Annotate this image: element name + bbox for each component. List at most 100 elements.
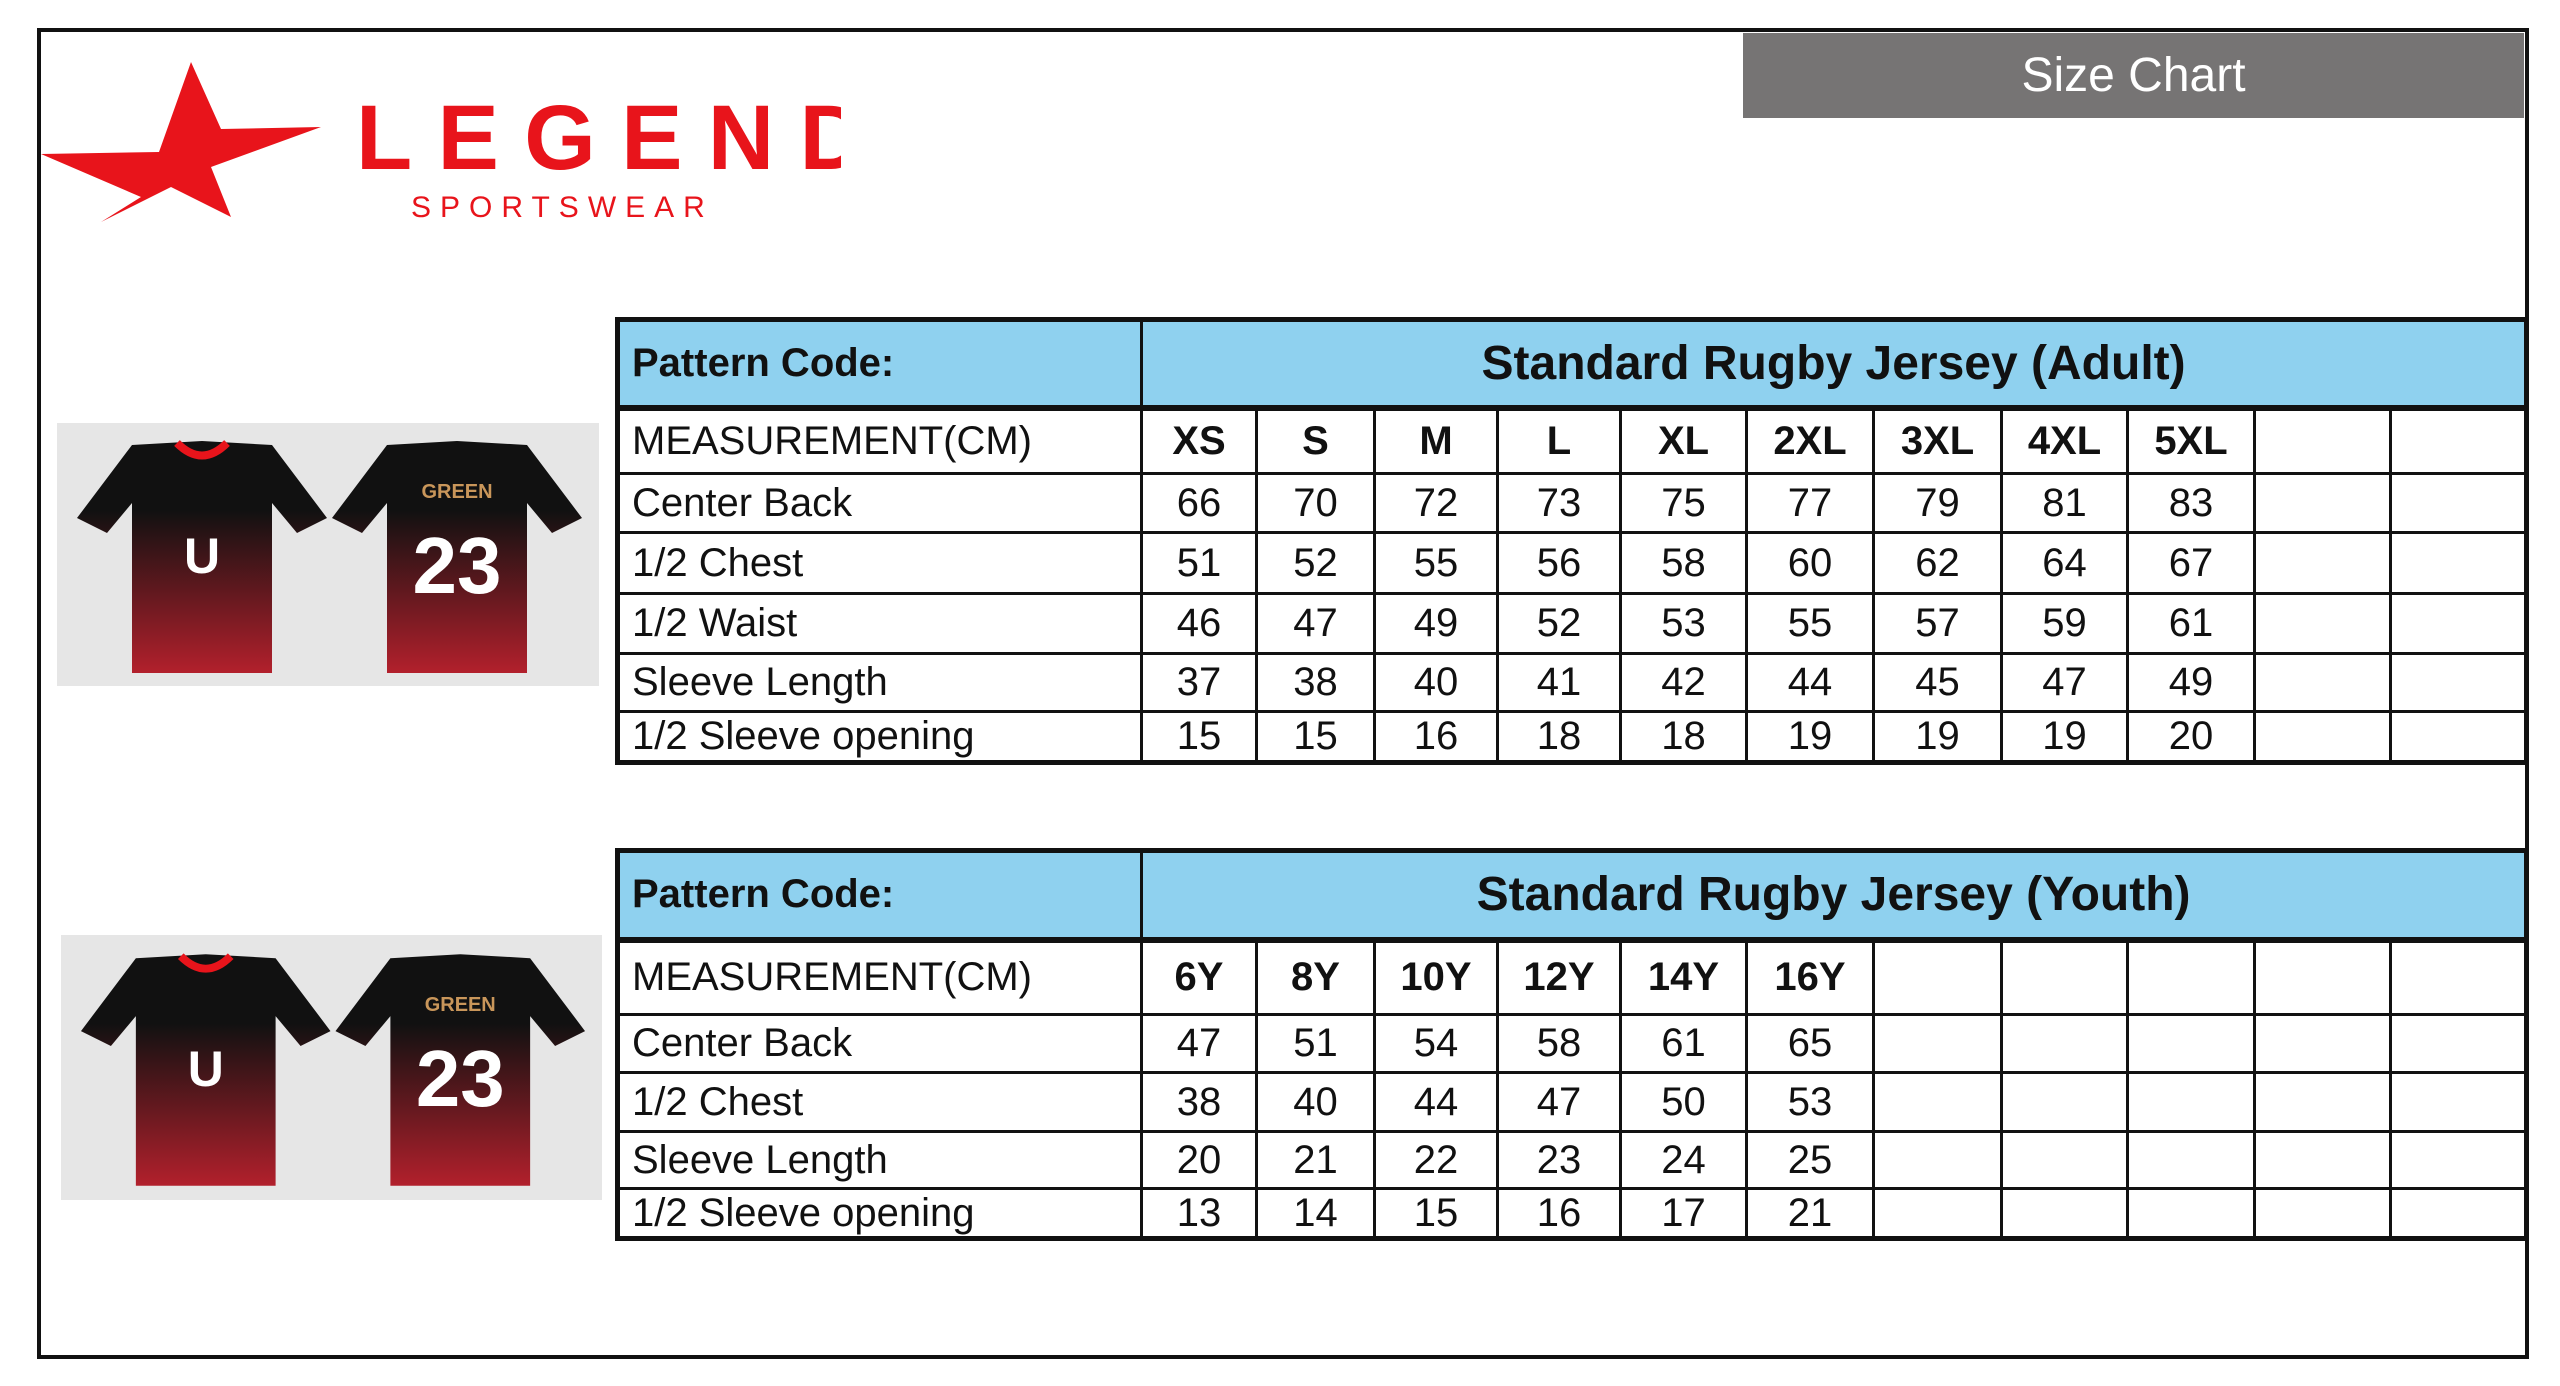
measurement-value: 60 xyxy=(1745,531,1875,595)
svg-text:GREEN: GREEN xyxy=(421,481,492,503)
measurement-value: 72 xyxy=(1373,472,1499,534)
table-header-row: Pattern Code: Standard Rugby Jersey (Adul… xyxy=(616,318,2529,411)
jersey-back: GREEN 23 xyxy=(332,441,582,673)
measurement-value xyxy=(2000,1130,2129,1190)
measurement-value: 19 xyxy=(2000,710,2129,764)
measurement-label: MEASUREMENT(CM) xyxy=(616,406,1143,475)
measurement-value: 38 xyxy=(1140,1071,1258,1133)
measurement-value xyxy=(2253,472,2392,534)
row-label: 1/2 Sleeve opening xyxy=(616,1187,1143,1240)
size-label: 10Y xyxy=(1373,938,1499,1016)
measurement-value xyxy=(2388,710,2529,764)
measurement-value: 44 xyxy=(1373,1071,1499,1133)
measurement-value: 14 xyxy=(1255,1187,1376,1240)
table-row: 1/2 Sleeve opening 15 15 16 18 18 19 19 19 20 xyxy=(616,710,2529,764)
measurement-value: 44 xyxy=(1745,652,1875,713)
measurement-value: 25 xyxy=(1745,1130,1875,1190)
measurement-value: 38 xyxy=(1255,652,1376,713)
logo-brand-text: LEGEND xyxy=(356,87,841,189)
size-label: 12Y xyxy=(1496,938,1622,1016)
measurement-value: 62 xyxy=(1872,531,2003,595)
size-label: 16Y xyxy=(1745,938,1875,1016)
table-row: 1/2 Chest 51 52 55 56 58 60 62 64 67 xyxy=(616,531,2529,595)
measurement-value: 61 xyxy=(2126,592,2256,655)
measurement-value xyxy=(2388,652,2529,713)
measurement-value: 49 xyxy=(2126,652,2256,713)
measurement-value xyxy=(2126,1013,2256,1074)
measurement-value: 18 xyxy=(1619,710,1748,764)
table-row: 1/2 Chest 38 40 44 47 50 53 xyxy=(616,1071,2529,1133)
row-label: Sleeve Length xyxy=(616,652,1143,713)
measurement-value: 52 xyxy=(1255,531,1376,595)
measurement-value: 47 xyxy=(1140,1013,1258,1074)
measurement-value: 66 xyxy=(1140,472,1258,534)
measurement-value: 83 xyxy=(2126,472,2256,534)
measurement-value: 65 xyxy=(1745,1013,1875,1074)
measurement-value xyxy=(2253,652,2392,713)
measurement-value: 55 xyxy=(1745,592,1875,655)
measurement-value: 47 xyxy=(1255,592,1376,655)
measurement-value: 37 xyxy=(1140,652,1258,713)
pattern-code-label: Pattern Code: xyxy=(616,318,1143,411)
size-label: L xyxy=(1496,406,1622,475)
size-chart-banner: Size Chart xyxy=(1743,33,2524,118)
measurement-value: 15 xyxy=(1373,1187,1499,1240)
measurement-value: 53 xyxy=(1619,592,1748,655)
row-label: Center Back xyxy=(616,472,1143,534)
size-label: 3XL xyxy=(1872,406,2003,475)
measurement-value xyxy=(1872,1071,2003,1133)
size-label: 5XL xyxy=(2126,406,2256,475)
adult-size-table: Pattern Code: Standard Rugby Jersey (Adul… xyxy=(615,317,2530,765)
measurement-value: 16 xyxy=(1496,1187,1622,1240)
size-header-row: MEASUREMENT(CM) 6Y 8Y 10Y 12Y 14Y 16Y xyxy=(616,938,2529,1016)
size-label: 6Y xyxy=(1140,938,1258,1016)
svg-text:U: U xyxy=(188,1041,224,1097)
size-label xyxy=(2253,406,2392,475)
measurement-value: 54 xyxy=(1373,1013,1499,1074)
table-row: Center Back 66 70 72 73 75 77 79 81 83 xyxy=(616,472,2529,534)
measurement-value: 21 xyxy=(1255,1130,1376,1190)
measurement-value xyxy=(2253,1130,2392,1190)
jersey-front: U xyxy=(77,440,327,673)
measurement-value xyxy=(2253,1013,2392,1074)
measurement-value xyxy=(2253,1071,2392,1133)
svg-text:GREEN: GREEN xyxy=(425,994,496,1016)
measurement-value: 49 xyxy=(1373,592,1499,655)
row-label: Sleeve Length xyxy=(616,1130,1143,1190)
measurement-value xyxy=(2000,1013,2129,1074)
measurement-value: 61 xyxy=(1619,1013,1748,1074)
measurement-value xyxy=(2253,531,2392,595)
measurement-value xyxy=(2253,592,2392,655)
size-label: S xyxy=(1255,406,1376,475)
measurement-value xyxy=(2388,1187,2529,1240)
measurement-value: 13 xyxy=(1140,1187,1258,1240)
table-row: 1/2 Sleeve opening 13 14 15 16 17 21 xyxy=(616,1187,2529,1240)
row-label: 1/2 Sleeve opening xyxy=(616,710,1143,764)
measurement-value xyxy=(2388,1013,2529,1074)
measurement-value: 16 xyxy=(1373,710,1499,764)
size-header-row: MEASUREMENT(CM) XS S M L XL 2XL 3XL 4XL 5XL xyxy=(616,406,2529,475)
measurement-value xyxy=(2253,710,2392,764)
measurement-value: 53 xyxy=(1745,1071,1875,1133)
measurement-value: 55 xyxy=(1373,531,1499,595)
size-label: XL xyxy=(1619,406,1748,475)
size-label xyxy=(2253,938,2392,1016)
row-label: 1/2 Chest xyxy=(616,1071,1143,1133)
measurement-value xyxy=(2388,1071,2529,1133)
measurement-value: 64 xyxy=(2000,531,2129,595)
measurement-value xyxy=(2000,1071,2129,1133)
measurement-value: 45 xyxy=(1872,652,2003,713)
measurement-value: 15 xyxy=(1140,710,1258,764)
measurement-value: 75 xyxy=(1619,472,1748,534)
row-label: 1/2 Waist xyxy=(616,592,1143,655)
size-label xyxy=(2126,938,2256,1016)
measurement-value: 52 xyxy=(1496,592,1622,655)
measurement-value: 47 xyxy=(1496,1071,1622,1133)
size-label: XS xyxy=(1140,406,1258,475)
size-label: 4XL xyxy=(2000,406,2129,475)
table-header-row: Pattern Code: Standard Rugby Jersey (Yout… xyxy=(616,849,2529,943)
measurement-value: 23 xyxy=(1496,1130,1622,1190)
youth-jersey-image: U GREEN 23 xyxy=(61,935,602,1200)
measurement-value xyxy=(2126,1130,2256,1190)
measurement-value xyxy=(2388,592,2529,655)
